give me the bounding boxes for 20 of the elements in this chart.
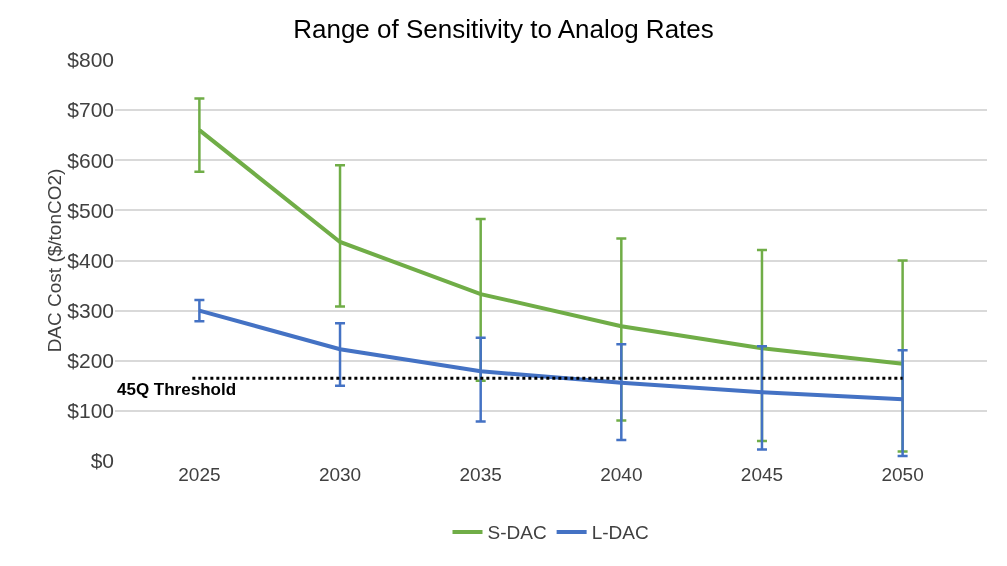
x-tick-label: 2030 [318,464,362,485]
y-tick-label: $800 [67,48,114,72]
x-tick-label: 2045 [740,464,784,485]
x-tick-label: 2040 [600,464,643,485]
x-tick-label: 2035 [459,464,502,485]
legend-label: S-DAC [487,522,547,544]
legend-label: L-DAC [591,522,649,544]
y-tick-label: $100 [67,399,114,423]
chart-title: Range of Sensitivity to Analog Rates [293,14,714,45]
y-axis-title: DAC Cost ($/tonCO2) [44,168,66,353]
y-tick-label: $600 [67,148,114,172]
y-tick-label: $200 [67,349,114,373]
ref-line-label: 45Q Threshold [117,380,237,399]
y-tick-label: $500 [67,198,114,222]
y-tick-label: $700 [67,98,114,122]
y-tick-label: $0 [90,449,114,473]
x-tick-label: 2025 [178,464,221,485]
y-tick-label: $400 [67,248,114,272]
y-tick-label: $300 [67,298,114,322]
x-tick-label: 2050 [881,464,924,485]
